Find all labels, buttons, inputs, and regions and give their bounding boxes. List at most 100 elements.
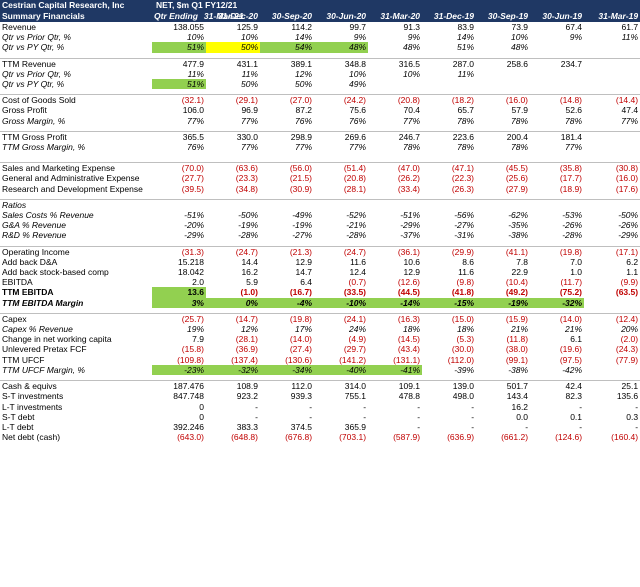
- value-cell: 755.1: [344, 391, 367, 402]
- value-cell: -: [417, 421, 421, 432]
- value-cell: -32%: [206, 364, 260, 376]
- value-cell: (21.3): [260, 245, 315, 257]
- table-row: Change in net working capita 7.9 (28.1) (14…: [0, 334, 640, 344]
- row-label: Revenue: [2, 22, 37, 32]
- value-cell: (16.0): [615, 173, 639, 184]
- table-row: TTM UFCF (109.8) (137.4) (130.6) (141.2) (131…: [0, 355, 640, 365]
- value-cell: -51%: [400, 210, 421, 221]
- value-cell: 431.1: [206, 57, 260, 69]
- value-cell: (131.1): [393, 354, 421, 365]
- row-label: TTM Gross Profit: [0, 130, 152, 143]
- row-label: TTM UFCF: [2, 354, 45, 365]
- value-cell: -38%: [508, 230, 529, 241]
- value-cell: [584, 298, 640, 308]
- table-row: R&D % Revenue -29% -28% -27% -28% -37% -31% -38…: [0, 230, 640, 240]
- table-row: Qtr vs Prior Qtr, % 10% 10% 14% 9% 9% 14% 10% 9%…: [0, 32, 640, 42]
- value-cell: (12.4): [584, 312, 640, 325]
- row-label: Qtr vs Prior Qtr, %: [2, 68, 71, 79]
- value-cell: 51%: [152, 79, 206, 90]
- value-cell: -: [471, 411, 475, 422]
- value-cell: (30.9): [289, 183, 313, 194]
- value-cell: 18%: [457, 324, 475, 335]
- value-cell: -: [255, 401, 258, 412]
- row-label: General and Administrative Expense: [2, 173, 140, 184]
- value-cell: [476, 198, 531, 211]
- value-cell: [422, 79, 476, 89]
- value-cell: (14.8): [530, 94, 585, 106]
- period-header: 31-Dec-20: [206, 11, 260, 22]
- value-cell: -: [309, 411, 313, 422]
- value-cell: 330.0: [206, 130, 260, 143]
- value-cell: 106.0: [182, 105, 204, 116]
- value-cell: 0.3: [626, 411, 639, 422]
- value-cell: 51%: [457, 42, 475, 53]
- row-label: Capex % Revenue: [2, 324, 73, 335]
- value-cell: (16.7): [289, 287, 313, 298]
- value-cell: [584, 365, 640, 375]
- value-cell: 11%: [621, 32, 639, 43]
- value-cell: (17.7): [559, 173, 583, 184]
- row-label: Capex: [0, 312, 152, 325]
- value-cell: (47.0): [368, 162, 423, 174]
- value-cell: 78%: [457, 115, 475, 126]
- value-cell: 96.9: [241, 105, 258, 116]
- value-cell: (703.1): [339, 432, 367, 443]
- value-cell: (636.9): [447, 432, 475, 443]
- value-cell: 19%: [186, 324, 204, 335]
- value-cell: 12.4: [349, 267, 367, 278]
- value-cell: [530, 79, 584, 89]
- row-label: Ratios: [0, 198, 152, 211]
- value-cell: (21.5): [289, 173, 313, 184]
- value-cell: 298.9: [260, 130, 315, 143]
- value-cell: (160.4): [611, 432, 639, 443]
- value-cell: (36.9): [235, 344, 258, 355]
- value-cell: 3%: [152, 297, 206, 308]
- value-cell: 82.3: [565, 391, 583, 402]
- value-cell: (130.6): [285, 354, 313, 365]
- value-cell: (25.7): [152, 312, 206, 325]
- value-cell: 10%: [403, 68, 421, 79]
- value-cell: (24.1): [314, 312, 369, 325]
- value-cell: [530, 69, 584, 79]
- value-cell: (14.7): [206, 312, 260, 325]
- value-cell: (39.5): [181, 183, 204, 194]
- value-cell: -28%: [238, 230, 258, 241]
- value-cell: (9.9): [620, 277, 639, 288]
- value-cell: (47.1): [422, 162, 477, 174]
- value-cell: (587.9): [393, 432, 421, 443]
- value-cell: (5.3): [456, 334, 475, 345]
- value-cell: 61.7: [621, 22, 639, 32]
- value-cell: -32%: [530, 297, 585, 308]
- value-cell: -39%: [454, 364, 475, 375]
- value-cell: 0: [199, 401, 204, 412]
- value-cell: 12.9: [295, 256, 313, 267]
- value-cell: 2.0: [192, 277, 204, 288]
- value-cell: [314, 198, 369, 211]
- value-cell: (29.9): [422, 245, 477, 257]
- value-cell: (29.7): [343, 344, 367, 355]
- value-cell: (31.3): [152, 245, 206, 257]
- value-cell: -19%: [238, 220, 258, 231]
- value-cell: -: [309, 401, 313, 412]
- value-cell: [206, 198, 260, 211]
- table-row: EBITDA 2.0 5.9 6.4 (0.7) (12.6) (9.8) (10.4) (11…: [0, 277, 640, 287]
- value-cell: (49.2): [505, 287, 529, 298]
- row-label: R&D % Revenue: [2, 230, 67, 241]
- row-label: Research and Development Expense: [2, 183, 143, 194]
- value-cell: 99.7: [349, 22, 367, 32]
- value-cell: 847.748: [173, 391, 204, 402]
- value-cell: (27.7): [181, 173, 204, 184]
- value-cell: (27.0): [260, 94, 315, 106]
- value-cell: (12.6): [397, 277, 421, 288]
- value-cell: -53%: [562, 210, 583, 221]
- value-cell: -23%: [152, 364, 206, 376]
- table-row: Ratios: [0, 198, 640, 211]
- value-cell: (27.9): [505, 183, 529, 194]
- value-cell: 73.9: [511, 22, 529, 32]
- value-cell: 1.0: [570, 267, 583, 278]
- value-cell: 21%: [565, 324, 583, 335]
- row-label: TTM EBITDA Margin: [2, 297, 84, 308]
- value-cell: (2.0): [620, 334, 639, 345]
- value-cell: 316.5: [368, 57, 423, 69]
- value-cell: -50%: [618, 210, 639, 221]
